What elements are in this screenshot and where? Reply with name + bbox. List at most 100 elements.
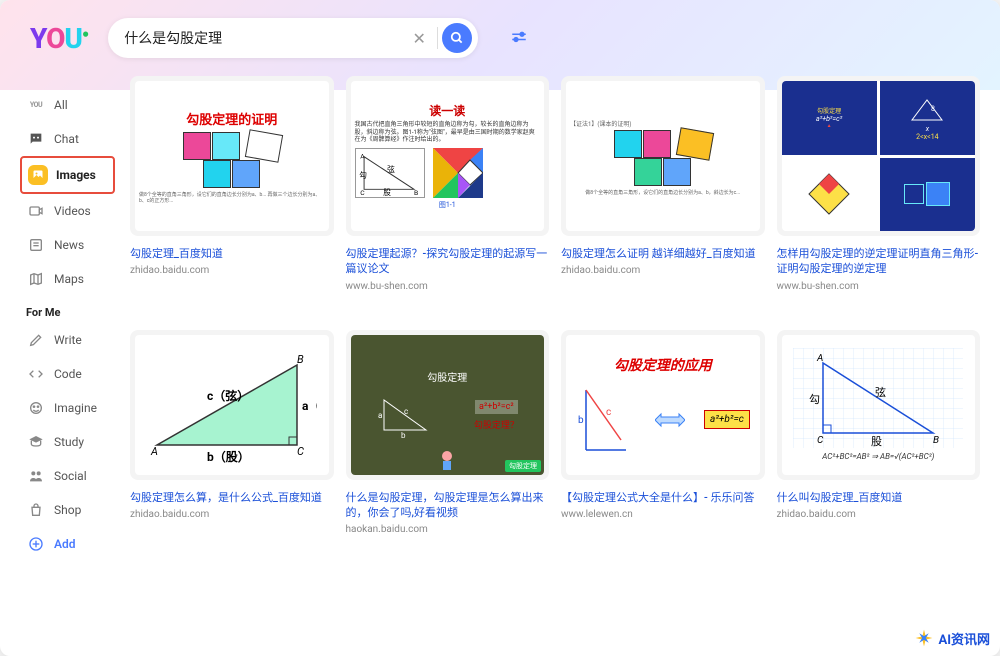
filter-button[interactable]	[504, 23, 534, 53]
add-icon	[26, 534, 46, 554]
sidebar-item-label: Images	[56, 168, 96, 182]
result-card: 勾股定理 abc a²+b²=c² 勾股定理？ 勾股定理	[346, 330, 550, 562]
sidebar-item-label: Code	[54, 367, 82, 381]
sidebar-item-label: Write	[54, 333, 82, 347]
result-thumb[interactable]: A C B c（弦） a（勾） b（股）	[130, 330, 334, 480]
sidebar-item-write[interactable]: Write	[20, 323, 115, 357]
result-title[interactable]: 【勾股定理公式大全是什么】- 乐乐问答	[561, 490, 765, 505]
search-button[interactable]	[442, 23, 472, 53]
result-thumb[interactable]: 勾股定理a²+b²=c²▲ 8x2<x<14	[777, 76, 981, 236]
svg-text:c: c	[404, 407, 408, 416]
thumb-definition: A C B 勾 股 弦 AC²+BC²=AB² ⇒ AB=√(AC²+BC²)	[782, 335, 976, 475]
thumb-application: 勾股定理的应用 bc a²+b²=c	[566, 335, 760, 475]
svg-text:股: 股	[871, 435, 882, 448]
sidebar-item-chat[interactable]: Chat	[20, 122, 115, 156]
result-title[interactable]: 勾股定理怎么算，是什么公式_百度知道	[130, 490, 334, 505]
sidebar-item-label: Videos	[54, 204, 91, 218]
result-thumb[interactable]: 读一读 我国古代把直角三角形中较短的直角边称为勾，较长的直角边称为股，斜边称为弦…	[346, 76, 550, 236]
svg-text:勾: 勾	[809, 393, 820, 406]
sidebar-item-imagine[interactable]: Imagine	[20, 391, 115, 425]
svg-text:弦: 弦	[387, 164, 395, 174]
result-title[interactable]: 勾股定理怎么证明 越详细越好_百度知道	[561, 246, 765, 261]
svg-text:a: a	[378, 411, 382, 420]
sidebar-item-news[interactable]: News	[20, 228, 115, 262]
result-card: 读一读 我国古代把直角三角形中较短的直角边称为勾，较长的直角边称为股，斜边称为弦…	[346, 76, 550, 318]
svg-text:B: B	[297, 353, 304, 366]
shop-icon	[26, 500, 46, 520]
imagine-icon	[26, 398, 46, 418]
result-title[interactable]: 勾股定理_百度知道	[130, 246, 334, 261]
result-thumb[interactable]: 勾股定理 abc a²+b²=c² 勾股定理？ 勾股定理	[346, 330, 550, 480]
result-thumb[interactable]: 勾股定理的证明 做8个全等的直角三角形，设它们的直角边长分别为a、b... 再做…	[130, 76, 334, 236]
watermark: AI资讯网	[914, 628, 990, 648]
divider	[437, 27, 438, 49]
result-card: 勾股定理的证明 做8个全等的直角三角形，设它们的直角边长分别为a、b... 再做…	[130, 76, 334, 318]
sidebar-item-label: Social	[54, 469, 87, 483]
watermark-text: AI资讯网	[938, 629, 990, 648]
thumb-read: 读一读 我国古代把直角三角形中较短的直角边称为勾，较长的直角边称为股，斜边称为弦…	[351, 81, 545, 231]
news-icon	[26, 235, 46, 255]
sidebar-item-code[interactable]: Code	[20, 357, 115, 391]
write-icon	[26, 330, 46, 350]
thumb-video: 勾股定理 abc a²+b²=c² 勾股定理？ 勾股定理	[351, 335, 545, 475]
result-source: haokan.baidu.com	[346, 524, 550, 535]
result-thumb[interactable]: A C B 勾 股 弦 AC²+BC²=AB² ⇒ AB=√(AC²+BC²)	[777, 330, 981, 480]
code-icon	[26, 364, 46, 384]
sidebar-item-label: All	[54, 98, 68, 112]
sidebar-item-study[interactable]: Study	[20, 425, 115, 459]
sidebar-item-images[interactable]: Images	[20, 156, 115, 194]
svg-text:C: C	[297, 445, 304, 458]
result-title[interactable]: 什么叫勾股定理_百度知道	[777, 490, 981, 505]
svg-text:C: C	[817, 435, 824, 446]
videos-icon	[26, 201, 46, 221]
results-grid: 勾股定理的证明 做8个全等的直角三角形，设它们的直角边长分别为a、b... 再做…	[130, 76, 980, 561]
thumb-formula: A C B c（弦） a（勾） b（股）	[135, 335, 329, 475]
thumb-proof-1: 勾股定理的证明 做8个全等的直角三角形，设它们的直角边长分别为a、b... 再做…	[135, 81, 329, 231]
result-source: zhidao.baidu.com	[561, 265, 765, 276]
sidebar-item-label: News	[54, 238, 84, 252]
search-input[interactable]	[124, 30, 405, 46]
sidebar-item-label: Chat	[54, 132, 79, 146]
svg-text:股: 股	[383, 188, 391, 197]
for-me-heading: For Me	[20, 296, 115, 323]
svg-text:a（勾）: a（勾）	[302, 398, 317, 413]
svg-text:勾: 勾	[359, 170, 367, 180]
svg-text:A: A	[150, 445, 158, 458]
sidebar: YOU All Chat Images Videos News Maps	[20, 76, 115, 561]
sidebar-item-label: Study	[54, 435, 84, 449]
sidebar-item-videos[interactable]: Videos	[20, 194, 115, 228]
svg-text:B: B	[414, 189, 418, 197]
sidebar-item-label: Maps	[54, 272, 84, 286]
svg-text:A: A	[360, 153, 365, 161]
sidebar-item-add[interactable]: Add	[20, 527, 115, 561]
logo[interactable]: YOU●	[30, 22, 88, 55]
result-thumb[interactable]: 【证法1】(课本的证明) 做8个全等的直角三角形，设它们的直角边长分别为a、b，…	[561, 76, 765, 236]
result-card: A C B 勾 股 弦 AC²+BC²=AB² ⇒ AB=√(AC²+BC²) …	[777, 330, 981, 562]
result-title[interactable]: 勾股定理起源？-探究勾股定理的起源写一篇议论文	[346, 246, 550, 277]
svg-text:b: b	[578, 415, 584, 426]
header: YOU● ✕	[0, 0, 1000, 76]
maps-icon	[26, 269, 46, 289]
result-card: 勾股定理a²+b²=c²▲ 8x2<x<14 怎样用勾股定理的逆定理证明直角三角…	[777, 76, 981, 318]
result-source: zhidao.baidu.com	[130, 509, 334, 520]
result-source: zhidao.baidu.com	[777, 509, 981, 520]
clear-icon[interactable]: ✕	[405, 24, 433, 52]
sidebar-item-all[interactable]: YOU All	[20, 88, 115, 122]
result-source: www.bu-shen.com	[777, 281, 981, 292]
you-icon: YOU	[26, 95, 46, 115]
result-card: A C B c（弦） a（勾） b（股） 勾股定理怎么算，是什么公式_百度知道 …	[130, 330, 334, 562]
sidebar-item-label: Imagine	[54, 401, 97, 415]
sidebar-item-shop[interactable]: Shop	[20, 493, 115, 527]
sidebar-item-label: Add	[54, 537, 76, 551]
sidebar-item-maps[interactable]: Maps	[20, 262, 115, 296]
result-title[interactable]: 什么是勾股定理，勾股定理是怎么算出来的，你会了吗,好看视频	[346, 490, 550, 521]
svg-text:b（股）: b（股）	[207, 449, 250, 464]
result-thumb[interactable]: 勾股定理的应用 bc a²+b²=c	[561, 330, 765, 480]
result-title[interactable]: 怎样用勾股定理的逆定理证明直角三角形-证明勾股定理的逆定理	[777, 246, 981, 277]
svg-text:A: A	[816, 353, 823, 364]
sidebar-item-social[interactable]: Social	[20, 459, 115, 493]
result-card: 勾股定理的应用 bc a²+b²=c 【勾股定理公式大全是什么】- 乐乐问答 w…	[561, 330, 765, 562]
search-bar: ✕	[108, 18, 478, 58]
sidebar-item-label: Shop	[54, 503, 81, 517]
svg-text:c（弦）: c（弦）	[207, 388, 249, 403]
